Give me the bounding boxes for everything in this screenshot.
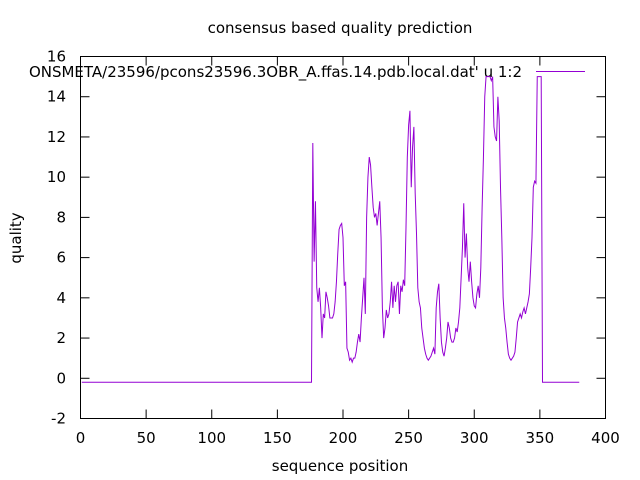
y-tick-label: 0 bbox=[56, 369, 66, 387]
legend-label: ONSMETA/23596/pcons23596.3OBR_A.ffas.14.… bbox=[29, 63, 522, 82]
x-axis-label: sequence position bbox=[272, 457, 408, 475]
y-tick-label: 14 bbox=[47, 88, 66, 106]
series-line bbox=[81, 76, 580, 383]
series-group bbox=[81, 76, 580, 383]
y-tick-label: 10 bbox=[47, 168, 66, 186]
y-tick-label: 6 bbox=[56, 249, 66, 267]
x-tick-label: 200 bbox=[329, 429, 358, 447]
y-tick-label: 8 bbox=[56, 208, 66, 226]
x-tick-label: 150 bbox=[263, 429, 292, 447]
x-tick-label: 250 bbox=[394, 429, 423, 447]
y-axis: -2 0 2 4 6 8 10 12 14 16 bbox=[47, 48, 606, 428]
x-tick-label: 50 bbox=[137, 429, 156, 447]
x-tick-label: 300 bbox=[460, 429, 489, 447]
y-tick-label: -2 bbox=[51, 410, 66, 428]
x-tick-label: 400 bbox=[591, 429, 620, 447]
x-tick-label: 0 bbox=[76, 429, 86, 447]
y-tick-label: 16 bbox=[47, 48, 66, 66]
y-tick-label: 12 bbox=[47, 128, 66, 146]
y-axis-label: quality bbox=[7, 212, 25, 263]
x-tick-label: 350 bbox=[526, 429, 555, 447]
legend: ONSMETA/23596/pcons23596.3OBR_A.ffas.14.… bbox=[29, 63, 585, 82]
x-axis: 0 50 100 150 200 250 300 350 400 bbox=[76, 56, 620, 447]
chart-title: consensus based quality prediction bbox=[208, 19, 473, 37]
y-tick-label: 2 bbox=[56, 329, 66, 347]
x-tick-label: 100 bbox=[197, 429, 226, 447]
y-tick-label: 4 bbox=[56, 289, 66, 307]
